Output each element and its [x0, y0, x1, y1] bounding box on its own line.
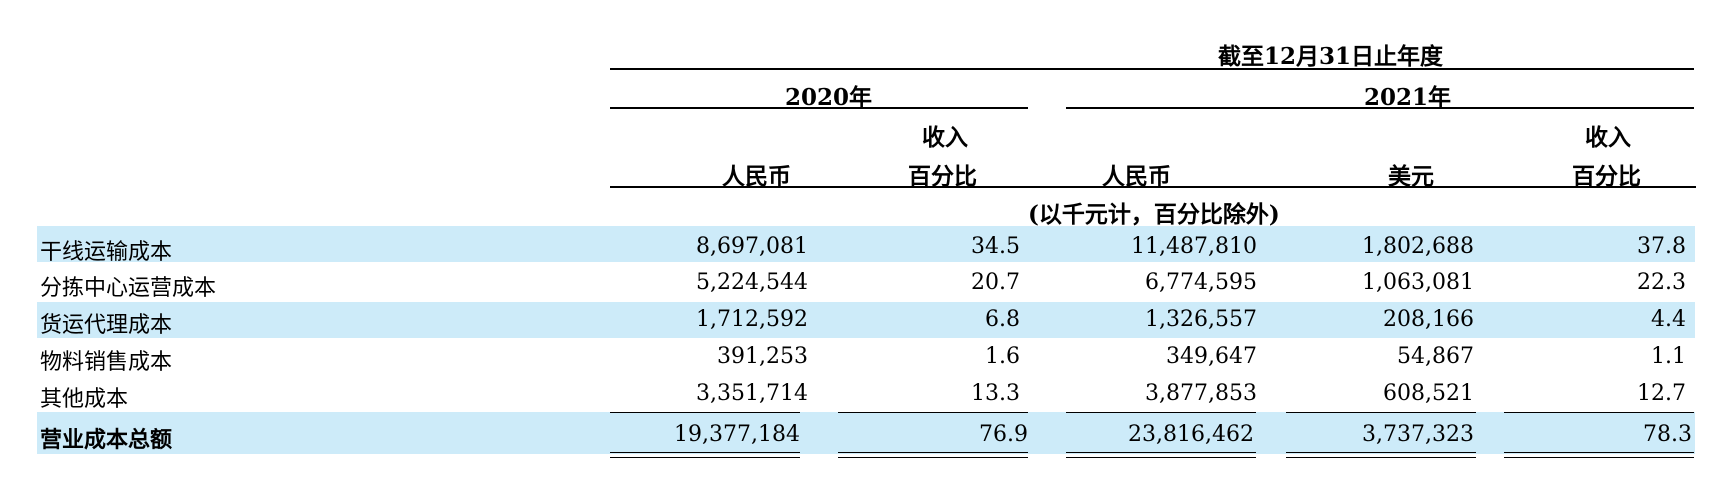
total-double-rule-1: [610, 452, 800, 458]
row-label: 货运代理成本: [40, 313, 173, 338]
row-band-3: [37, 302, 1695, 338]
period-title: 截至12月31日止年度: [1218, 43, 1444, 70]
column-header-rule: [610, 186, 1696, 188]
rmb-2021-cell: 6,774,595: [1145, 270, 1257, 295]
rmb-2021-cell: 11,487,810: [1131, 234, 1257, 259]
usd-2021-cell: 1,063,081: [1362, 270, 1474, 295]
col-usd-2021: 美元: [1388, 163, 1434, 190]
pct-2020-cell: 20.7: [971, 270, 1020, 295]
pct-2021-cell: 22.3: [1637, 270, 1686, 295]
row-label: 分拣中心运营成本: [40, 276, 217, 301]
total-top-rule-2: [838, 412, 1028, 413]
usd-2021-cell: 208,166: [1383, 307, 1474, 332]
period-rule: [610, 68, 1694, 70]
pct-2021-cell: 12.7: [1637, 381, 1686, 406]
col-pct-2020-line1: 收入: [922, 124, 968, 151]
row-band-1: [37, 226, 1695, 262]
pct-2020-cell: 34.5: [971, 234, 1020, 259]
total-label: 营业成本总额: [40, 427, 173, 453]
total-top-rule-1: [610, 412, 800, 413]
total-pct-2021-cell: 78.3: [1643, 422, 1692, 447]
rmb-2021-cell: 1,326,557: [1145, 307, 1257, 332]
year-2020-header: 2020年: [785, 84, 873, 111]
year-2021-rule: [1066, 107, 1694, 109]
rmb-2021-cell: 3,877,853: [1145, 381, 1257, 406]
pct-2020-cell: 6.8: [985, 307, 1020, 332]
total-top-rule-5: [1504, 412, 1694, 413]
usd-2021-cell: 54,867: [1397, 344, 1474, 369]
total-double-rule-3: [1066, 452, 1256, 458]
col-pct-2021-line2: 百分比: [1572, 163, 1641, 190]
total-double-rule-4: [1286, 452, 1476, 458]
row-label: 物料销售成本: [40, 350, 173, 375]
pct-2020-cell: 1.6: [985, 344, 1020, 369]
col-rmb-2021: 人民币: [1102, 163, 1171, 190]
total-double-rule-5: [1504, 452, 1694, 458]
row-label: 其他成本: [40, 387, 129, 412]
rmb-2020-cell: 1,712,592: [696, 307, 808, 332]
rmb-2020-cell: 391,253: [717, 344, 808, 369]
rmb-2020-cell: 5,224,544: [696, 270, 808, 295]
pct-2020-cell: 13.3: [971, 381, 1020, 406]
year-2021-header: 2021年: [1364, 84, 1452, 111]
pct-2021-cell: 37.8: [1637, 234, 1686, 259]
row-label: 干线运输成本: [40, 240, 173, 265]
col-rmb-2020: 人民币: [722, 163, 791, 190]
rmb-2021-cell: 349,647: [1166, 344, 1257, 369]
total-top-rule-3: [1066, 412, 1256, 413]
rmb-2020-cell: 8,697,081: [696, 234, 808, 259]
total-rmb-2020-cell: 19,377,184: [674, 422, 800, 447]
total-usd-2021-cell: 3,737,323: [1362, 422, 1474, 447]
total-rmb-2021-cell: 23,816,462: [1128, 422, 1254, 447]
unit-note: (以千元计，百分比除外): [1028, 201, 1280, 228]
total-double-rule-2: [838, 452, 1028, 458]
pct-2021-cell: 1.1: [1651, 344, 1686, 369]
usd-2021-cell: 608,521: [1383, 381, 1474, 406]
total-pct-2020-cell: 76.9: [979, 422, 1028, 447]
year-2020-rule: [610, 107, 1028, 109]
rmb-2020-cell: 3,351,714: [696, 381, 808, 406]
pct-2021-cell: 4.4: [1651, 307, 1686, 332]
col-pct-2021-line1: 收入: [1585, 124, 1631, 151]
usd-2021-cell: 1,802,688: [1362, 234, 1474, 259]
col-pct-2020-line2: 百分比: [908, 163, 977, 190]
total-top-rule-4: [1286, 412, 1476, 413]
total-band: [37, 412, 1695, 454]
